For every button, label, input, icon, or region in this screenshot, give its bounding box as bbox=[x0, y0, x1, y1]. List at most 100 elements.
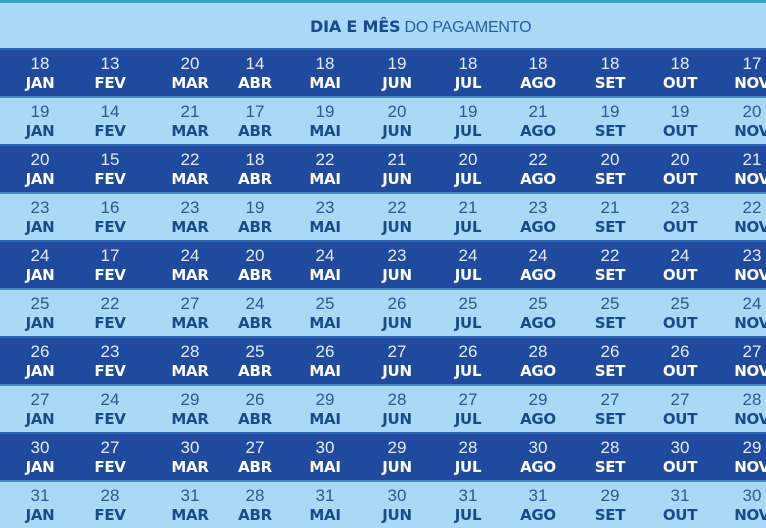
date-cell: 28 SET bbox=[570, 434, 650, 480]
month-label: MAR bbox=[171, 458, 209, 476]
table-row: 19 JAN 14 FEV 21 MAR 17 ABR 19 MAI 20 JUN 19 JUL 21 AGO… bbox=[0, 96, 766, 144]
month-label: JUL bbox=[454, 122, 482, 140]
month-label: JUN bbox=[382, 458, 412, 476]
month-label: NOV bbox=[734, 218, 766, 236]
day-number: 19 bbox=[30, 102, 50, 121]
day-number: 28 bbox=[458, 438, 478, 457]
month-label: SET bbox=[594, 170, 626, 188]
month-label: MAR bbox=[171, 74, 209, 92]
month-label: SET bbox=[594, 218, 626, 236]
day-number: 30 bbox=[387, 486, 407, 505]
month-label: MAI bbox=[309, 506, 341, 524]
date-cell: 22 SET bbox=[570, 242, 650, 288]
month-label: FEV bbox=[94, 410, 126, 428]
day-number: 14 bbox=[245, 54, 265, 73]
month-label: MAR bbox=[171, 506, 209, 524]
date-cell: 25 ABR bbox=[215, 338, 295, 384]
month-label: JUL bbox=[454, 74, 482, 92]
date-cell: 30 OUT bbox=[640, 434, 720, 480]
day-number: 28 bbox=[600, 438, 620, 457]
date-cell: 17 FEV bbox=[70, 242, 150, 288]
table-row: 25 JAN 22 FEV 27 MAR 24 ABR 25 MAI 26 JUN 25 JUL 25 AGO… bbox=[0, 288, 766, 336]
page-title: DIA E MÊS DO PAGAMENTO bbox=[310, 17, 532, 37]
month-label: JUN bbox=[382, 170, 412, 188]
day-number: 22 bbox=[387, 198, 407, 217]
date-cell: 30 MAR bbox=[150, 434, 230, 480]
day-number: 26 bbox=[315, 342, 335, 361]
date-cell: 22 MAR bbox=[150, 146, 230, 192]
month-label: MAR bbox=[171, 266, 209, 284]
month-label: AGO bbox=[520, 266, 556, 284]
date-cell: 29 AGO bbox=[498, 386, 578, 432]
month-label: SET bbox=[594, 506, 626, 524]
day-number: 29 bbox=[528, 390, 548, 409]
day-number: 29 bbox=[387, 438, 407, 457]
date-cell: 18 AGO bbox=[498, 50, 578, 96]
table-row: 27 JAN 24 FEV 29 MAR 26 ABR 29 MAI 28 JUN 27 JUL 29 AGO… bbox=[0, 384, 766, 432]
date-cell: 30 AGO bbox=[498, 434, 578, 480]
month-label: FEV bbox=[94, 266, 126, 284]
table-row: 26 JAN 23 FEV 28 MAR 25 ABR 26 MAI 27 JUN 26 JUL 28 AGO… bbox=[0, 336, 766, 384]
date-cell: 20 JAN bbox=[0, 146, 80, 192]
day-number: 27 bbox=[670, 390, 690, 409]
date-cell: 21 AGO bbox=[498, 98, 578, 144]
month-label: OUT bbox=[662, 74, 698, 92]
date-cell: 23 AGO bbox=[498, 194, 578, 240]
month-label: JUL bbox=[454, 410, 482, 428]
month-label: NOV bbox=[734, 314, 766, 332]
date-cell: 26 JUL bbox=[428, 338, 508, 384]
day-number: 18 bbox=[458, 54, 478, 73]
date-cell: 24 ABR bbox=[215, 290, 295, 336]
month-label: ABR bbox=[238, 74, 272, 92]
day-number: 26 bbox=[600, 342, 620, 361]
day-number: 30 bbox=[742, 486, 762, 505]
day-number: 18 bbox=[315, 54, 335, 73]
day-number: 24 bbox=[670, 246, 690, 265]
month-label: MAR bbox=[171, 122, 209, 140]
title-bold-part: DIA E MÊS bbox=[310, 17, 401, 36]
month-label: FEV bbox=[94, 506, 126, 524]
month-label: ABR bbox=[238, 506, 272, 524]
payment-calendar-table: 18 JAN 13 FEV 20 MAR 14 ABR 18 MAI 19 JUN 18 JUL 18 AGO… bbox=[0, 48, 766, 528]
month-label: ABR bbox=[238, 314, 272, 332]
month-label: JUN bbox=[382, 362, 412, 380]
date-cell: 19 JUL bbox=[428, 98, 508, 144]
date-cell: 18 SET bbox=[570, 50, 650, 96]
month-label: AGO bbox=[520, 218, 556, 236]
day-number: 24 bbox=[245, 294, 265, 313]
month-label: JUL bbox=[454, 362, 482, 380]
day-number: 19 bbox=[245, 198, 265, 217]
date-cell: 19 ABR bbox=[215, 194, 295, 240]
day-number: 25 bbox=[458, 294, 478, 313]
day-number: 21 bbox=[600, 198, 620, 217]
month-label: OUT bbox=[662, 266, 698, 284]
month-label: MAR bbox=[171, 218, 209, 236]
day-number: 31 bbox=[30, 486, 50, 505]
day-number: 19 bbox=[670, 102, 690, 121]
month-label: SET bbox=[594, 410, 626, 428]
day-number: 30 bbox=[315, 438, 335, 457]
month-label: JUN bbox=[382, 266, 412, 284]
date-cell: 22 FEV bbox=[70, 290, 150, 336]
day-number: 20 bbox=[30, 150, 50, 169]
date-cell: 16 FEV bbox=[70, 194, 150, 240]
date-cell: 17 ABR bbox=[215, 98, 295, 144]
date-cell: 20 MAR bbox=[150, 50, 230, 96]
month-label: MAI bbox=[309, 314, 341, 332]
day-number: 17 bbox=[742, 54, 762, 73]
day-number: 22 bbox=[315, 150, 335, 169]
date-cell: 14 FEV bbox=[70, 98, 150, 144]
month-label: JUN bbox=[382, 218, 412, 236]
date-cell: 31 JAN bbox=[0, 482, 80, 528]
day-number: 25 bbox=[315, 294, 335, 313]
table-header: DIA E MÊS DO PAGAMENTO bbox=[0, 3, 766, 48]
day-number: 20 bbox=[180, 54, 200, 73]
date-cell: 23 MAR bbox=[150, 194, 230, 240]
day-number: 30 bbox=[670, 438, 690, 457]
date-cell: 30 JAN bbox=[0, 434, 80, 480]
day-number: 28 bbox=[387, 390, 407, 409]
date-cell: 28 JUN bbox=[357, 386, 437, 432]
month-label: MAR bbox=[171, 170, 209, 188]
date-cell: 21 SET bbox=[570, 194, 650, 240]
month-label: AGO bbox=[520, 506, 556, 524]
